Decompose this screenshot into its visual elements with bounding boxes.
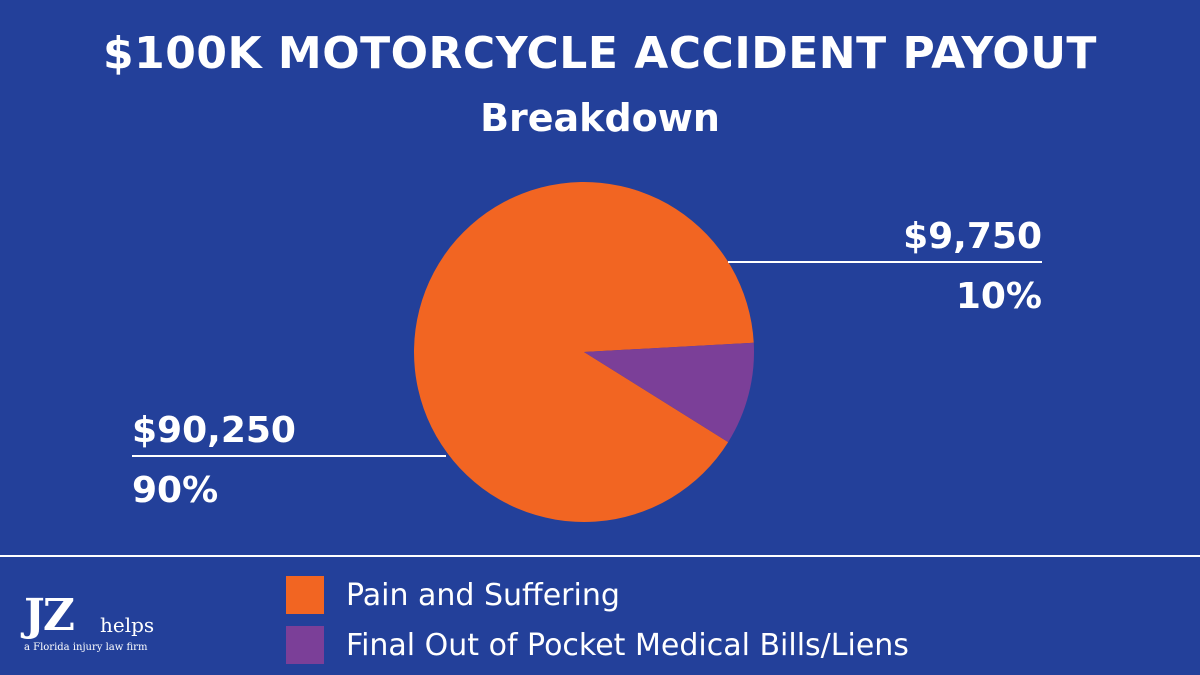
value-label-pain-suffering: $90,250 <box>132 410 296 451</box>
legend-swatch-medical-bills <box>286 626 324 664</box>
logo-tagline: a Florida injury law firm <box>24 642 148 653</box>
legend-label-pain-suffering: Pain and Suffering <box>346 577 620 613</box>
legend-item-medical-bills: Final Out of Pocket Medical Bills/Liens <box>286 624 909 666</box>
chart-subtitle: Breakdown <box>480 96 720 140</box>
legend-label-medical-bills: Final Out of Pocket Medical Bills/Liens <box>346 627 909 663</box>
divider <box>0 555 1200 557</box>
percent-label-medical-bills: 10% <box>956 276 1042 317</box>
chart-title: $100K MOTORCYCLE ACCIDENT PAYOUT <box>103 28 1097 79</box>
legend-swatch-pain-suffering <box>286 576 324 614</box>
value-label-medical-bills: $9,750 <box>903 216 1042 257</box>
logo: JZ helps a Florida injury law firm <box>24 592 174 662</box>
pie-chart: $9,750 10% $90,250 90% <box>132 182 1042 522</box>
legend-item-pain-suffering: Pain and Suffering <box>286 574 909 616</box>
legend: Pain and Suffering Final Out of Pocket M… <box>286 574 909 674</box>
pie-slice-pain-suffering <box>414 182 754 522</box>
logo-mark: JZ <box>24 590 75 641</box>
pie-slice-medical-bills <box>584 342 754 443</box>
percent-label-pain-suffering: 90% <box>132 470 218 511</box>
logo-word: helps <box>100 613 155 637</box>
